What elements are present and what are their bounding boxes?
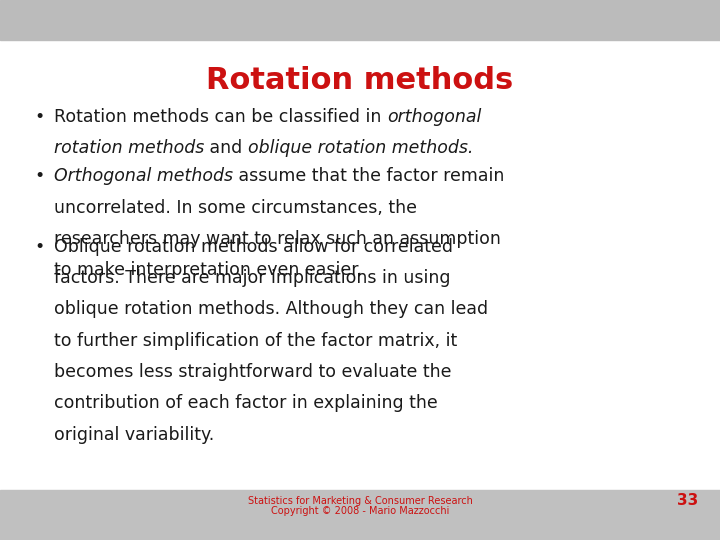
Text: •: •	[35, 108, 45, 126]
Text: original variability.: original variability.	[54, 426, 215, 443]
Text: contribution of each factor in explaining the: contribution of each factor in explainin…	[54, 394, 438, 412]
Text: factors. There are major implications in using: factors. There are major implications in…	[54, 269, 451, 287]
Text: Statistics for Marketing & Consumer Research: Statistics for Marketing & Consumer Rese…	[248, 496, 472, 506]
Text: and: and	[204, 139, 248, 157]
Bar	[0, 490, 720, 540]
Text: rotation methods: rotation methods	[54, 139, 204, 157]
Text: 33: 33	[677, 493, 698, 508]
Text: Orthogonal methods: Orthogonal methods	[54, 167, 233, 185]
Bar	[0, 0, 720, 40]
Text: Oblique rotation methods allow for correlated: Oblique rotation methods allow for corre…	[54, 238, 453, 255]
Text: Rotation methods: Rotation methods	[207, 66, 513, 95]
Text: researchers may want to relax such an assumption: researchers may want to relax such an as…	[54, 230, 501, 248]
Text: Rotation methods can be classified in: Rotation methods can be classified in	[54, 108, 387, 126]
Text: uncorrelated. In some circumstances, the: uncorrelated. In some circumstances, the	[54, 199, 417, 217]
Text: oblique rotation methods.: oblique rotation methods.	[248, 139, 473, 157]
Text: oblique rotation methods. Although they can lead: oblique rotation methods. Although they …	[54, 300, 488, 318]
Text: becomes less straightforward to evaluate the: becomes less straightforward to evaluate…	[54, 363, 451, 381]
Text: to make interpretation even easier.: to make interpretation even easier.	[54, 261, 362, 279]
Text: •: •	[35, 238, 45, 255]
Text: assume that the factor remain: assume that the factor remain	[233, 167, 505, 185]
Text: orthogonal: orthogonal	[387, 108, 481, 126]
Text: to further simplification of the factor matrix, it: to further simplification of the factor …	[54, 332, 457, 349]
Text: Copyright © 2008 - Mario Mazzocchi: Copyright © 2008 - Mario Mazzocchi	[271, 505, 449, 516]
Text: •: •	[35, 167, 45, 185]
